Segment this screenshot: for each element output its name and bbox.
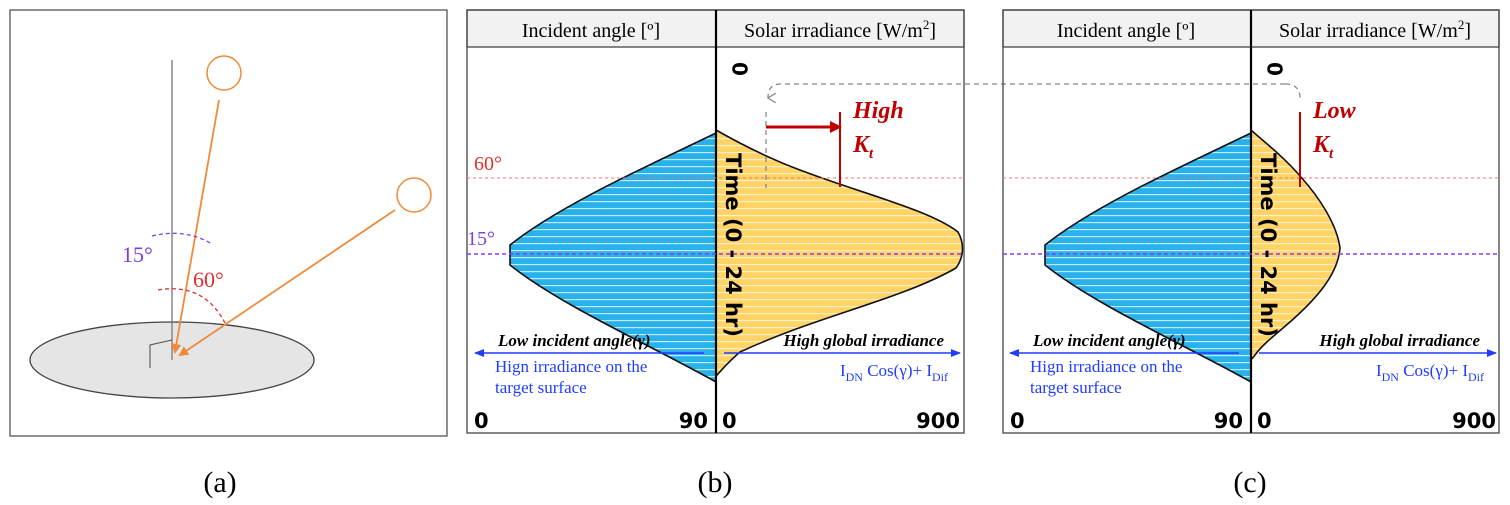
angle-label-60: 60° (193, 267, 224, 292)
incident-angle-area-b (509, 131, 717, 384)
panel-c-axis-left-max: 90 (1214, 409, 1243, 433)
sun-icon-high (206, 55, 242, 91)
left-note-title-b: Low incident angle(γ) (497, 331, 651, 350)
incident-angle-area-c (1044, 131, 1252, 384)
panel-b-axis-left-max: 90 (679, 409, 708, 433)
angle-arc-15 (151, 232, 213, 245)
panel-c-time-label: Time (0 - 24 hr) (1256, 153, 1280, 337)
angle-label-15: 15° (122, 242, 153, 267)
panel-b-axis-right-min: 0 (722, 409, 737, 433)
left-note-line2-b: target surface (495, 378, 587, 397)
left-note-line2-c: target surface (1030, 378, 1122, 397)
panel-b-axis-left-min: 0 (474, 409, 489, 433)
angle-arc-60 (157, 288, 227, 326)
formula-b: IDN Cos(γ)+ IDif (840, 361, 948, 384)
irradiance-area-b (715, 128, 964, 378)
kt-symbol-b: Kt (852, 132, 874, 162)
panel-c-header-left: Incident angle [º] (1057, 20, 1195, 42)
panel-c-caption: (c) (1233, 466, 1266, 499)
kt-symbol-c: Kt (1312, 132, 1334, 162)
sun-icon-low (396, 177, 432, 213)
ref-label-15: 15° (467, 228, 495, 250)
right-note-title-c: High global irradiance (1318, 331, 1480, 350)
panel-c-header-right: Solar irradiance [W/m2] (1279, 17, 1471, 42)
left-note-line1-b: Hign irradiance on the (495, 357, 647, 376)
kt-word-c: Low (1312, 98, 1357, 124)
panel-c-axis-top-zero: 0 (1263, 62, 1287, 76)
panel-b-header-right: Solar irradiance [W/m2] (744, 17, 936, 42)
formula-c: IDN Cos(γ)+ IDif (1376, 361, 1484, 384)
panel-b-axis-right-max: 900 (916, 409, 960, 433)
kt-word-b: High (852, 98, 904, 124)
panel-c-axis-right-min: 0 (1257, 409, 1272, 433)
sun-ray-15 (171, 99, 220, 354)
panel-c-axis-left-min: 0 (1010, 409, 1025, 433)
irradiance-area-c (1250, 128, 1341, 363)
ref-label-60: 60° (474, 153, 502, 175)
left-note-title-c: Low incident angle(γ) (1032, 331, 1186, 350)
panel-b-header-left: Incident angle [º] (522, 20, 660, 42)
panel-b: Incident angle [º] Solar irradiance [W/m… (466, 9, 965, 434)
right-angle-mark (149, 339, 173, 368)
panel-c-axis-right-max: 900 (1452, 409, 1496, 433)
left-note-line1-c: Hign irradiance on the (1030, 357, 1182, 376)
panel-b-axis-top-zero: 0 (728, 62, 752, 76)
comparison-connector (768, 83, 1301, 98)
panel-c: Incident angle [º] Solar irradiance [W/m… (1002, 9, 1500, 434)
right-note-title-b: High global irradiance (782, 331, 944, 350)
panel-b-caption: (b) (698, 466, 733, 499)
panel-b-time-label: Time (0 - 24 hr) (721, 153, 745, 337)
panel-a-caption: (a) (203, 466, 236, 499)
sun-ray-60 (178, 209, 396, 357)
panel-a: 15° 60° (9, 9, 448, 437)
